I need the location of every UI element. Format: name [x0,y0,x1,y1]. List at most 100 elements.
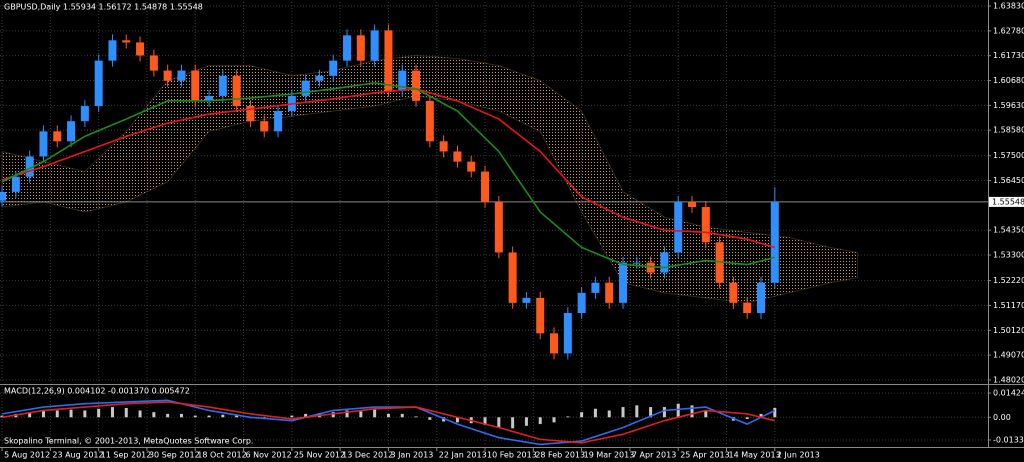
x-tick-label: 25 Apr 2013 [680,451,729,460]
y-tick-label: 1.61730 [993,51,1024,60]
y-tick-label: 1.63830 [993,2,1024,11]
candle-body [743,302,752,313]
histogram-bar [593,408,597,418]
x-tick-label: 6 Nov 2012 [246,451,292,460]
candle-body [619,262,628,303]
x-tick-label: 23 Aug 2012 [52,451,103,460]
indicator-title: MACD(12,26,9) 0.004102 -0.001370 0.00547… [4,387,190,396]
x-tick-label: 11 Sep 2012 [101,451,152,460]
candle-body [218,75,227,96]
histogram-bar [386,413,390,418]
y-tick-label: 1.60680 [993,76,1024,85]
candle-body [605,282,614,303]
candle-body [260,121,269,132]
histogram-bar [455,417,459,423]
histogram-bar [538,417,542,425]
histogram-bar [690,405,694,418]
candle-body [136,42,145,56]
candle-body [67,121,76,142]
candle-body [80,106,89,122]
candle-body [494,201,503,253]
histogram-bar [442,417,446,422]
candle-body [425,100,434,142]
histogram-bar [41,410,45,418]
histogram-bar [28,412,32,418]
y-tick-label: 0.01424 [993,389,1024,398]
current-price-box [989,196,1024,207]
indicator-line [1,87,776,249]
candle-body [163,70,172,81]
candle-body [108,40,117,61]
candle-body [343,35,352,61]
x-tick-label: 5 Aug 2012 [4,451,50,460]
chart-title: GBPUSD,Daily 1.55934 1.56172 1.54878 1.5… [4,3,203,12]
histogram-bar [124,407,128,418]
candle-body [53,131,62,142]
y-tick-label: 1.51170 [993,301,1024,310]
y-tick-label: 1.49070 [993,351,1024,360]
candle-body [94,60,103,107]
histogram-bar [649,407,653,418]
histogram-bar [152,412,156,418]
candle-body [701,207,710,243]
histogram-bar [110,407,114,418]
candle-body [39,131,48,157]
candle-body [563,312,572,354]
histogram-bar [193,415,197,418]
candle-body [522,297,531,303]
y-tick-label: 1.62780 [993,26,1024,35]
candle-body [384,30,393,91]
x-tick-label: 13 Dec 2012 [342,451,393,460]
histogram-bar [235,415,239,418]
candle-body [25,156,34,177]
y-tick-label: -0.01335 [993,435,1024,444]
histogram-bar [83,410,87,418]
histogram-bar [138,410,142,418]
histogram-bar [745,417,749,419]
candle-body [757,282,766,313]
histogram-bar [662,407,666,418]
histogram-bar [345,410,349,418]
histogram-bar [221,414,225,418]
candle-body [508,252,517,303]
histogram-bar [621,407,625,418]
candle-body [301,80,310,96]
histogram-bar [524,417,528,426]
y-tick-label: 1.53300 [993,251,1024,260]
candle-body [356,35,365,61]
candle-body [591,282,600,293]
histogram-bar [552,417,556,423]
candle-body [274,111,283,132]
y-tick-label: 1.54350 [993,226,1024,235]
candle-body [577,292,586,313]
histogram-bar [607,410,611,418]
histogram-bar [373,409,377,418]
candle-body [536,297,545,334]
x-tick-label: 28 Feb 2013 [535,451,585,460]
candle-body [315,75,324,81]
candle-body [770,201,779,283]
histogram-bar [580,412,584,418]
x-tick-label: 10 Feb 2013 [487,451,537,460]
copyright: Skopalino Terminal, © 2001-2013, MetaQuo… [4,437,253,446]
x-tick-label: 7 Apr 2013 [632,451,676,460]
y-tick-label: 1.50120 [993,326,1024,335]
x-tick-label: 30 Sep 2012 [149,451,200,460]
histogram-bar [483,417,487,425]
candle-body [550,333,559,354]
candle-body [0,191,7,201]
histogram-bar [290,415,294,418]
candle-body [205,95,214,101]
x-tick-label: 14 May 2013 [729,451,781,460]
current-price-label: 1.55548 [992,197,1024,206]
histogram-bar [759,413,763,418]
candle-body [481,171,490,202]
histogram-bar [400,413,404,418]
indicator-line [1,399,776,446]
candle-body [246,106,255,122]
histogram-bar [635,405,639,418]
histogram-bar [497,417,501,428]
histogram-bar [704,410,708,418]
